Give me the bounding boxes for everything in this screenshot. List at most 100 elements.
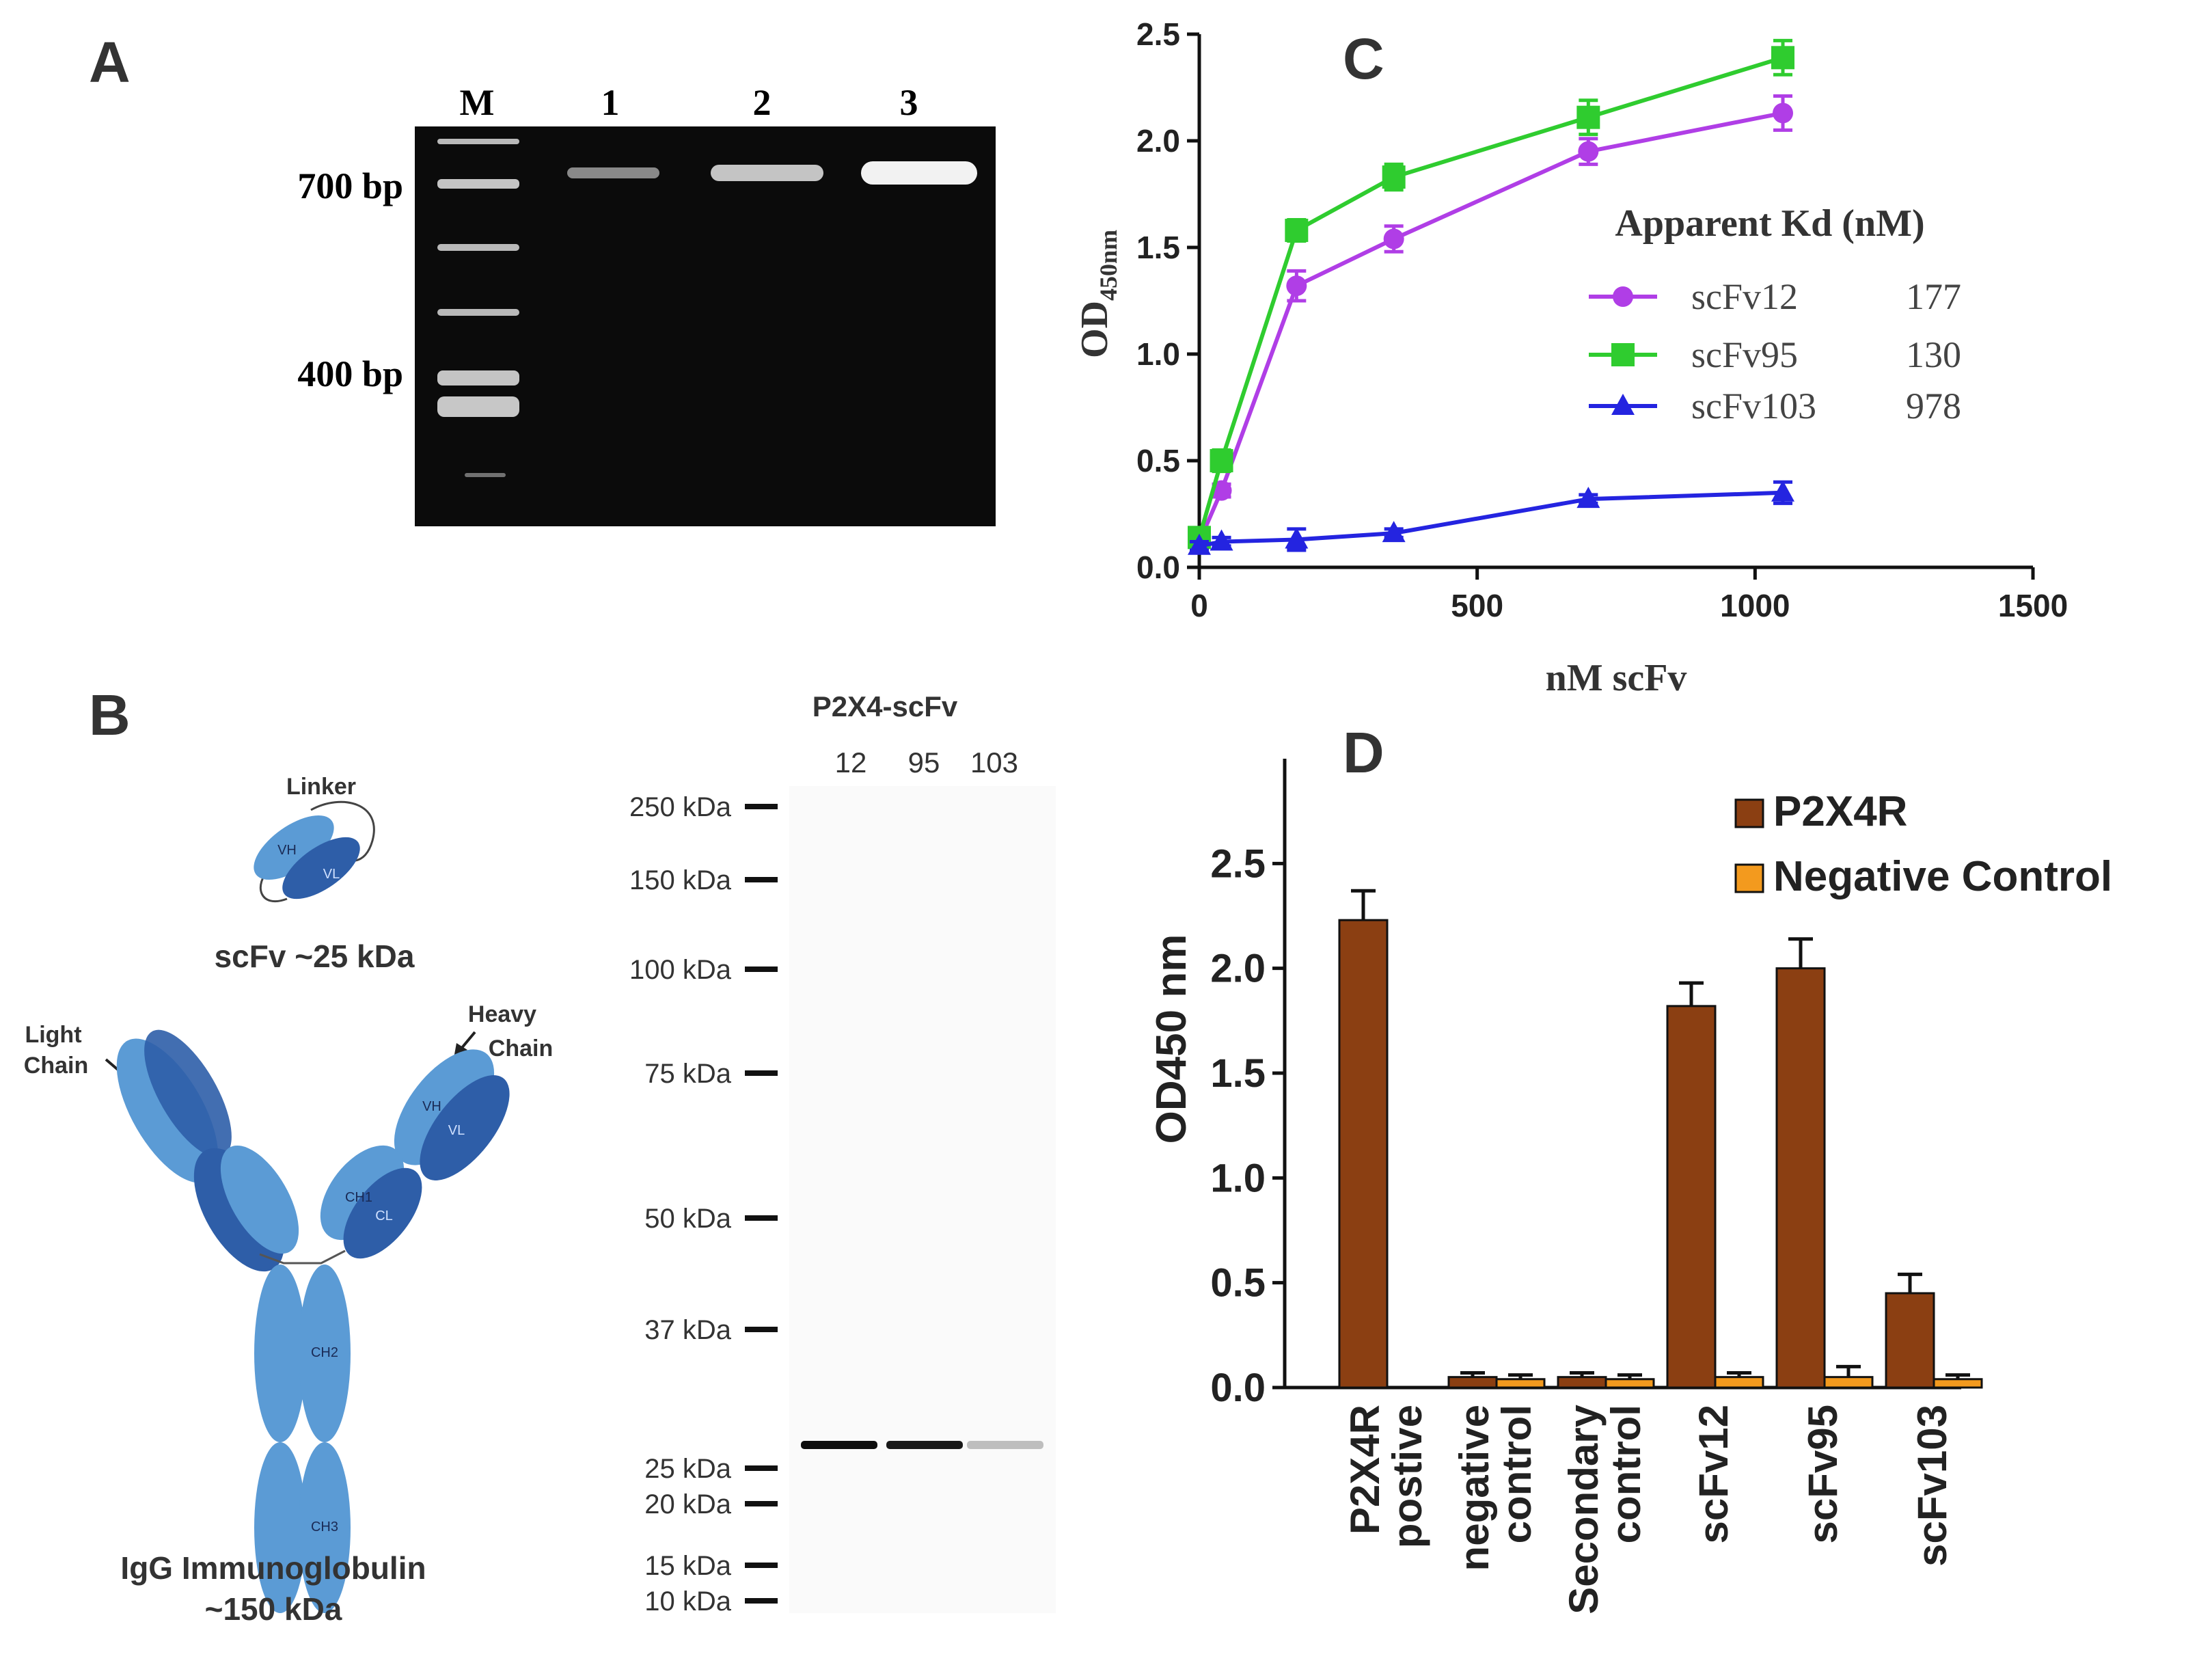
- cl-label: CL: [375, 1208, 393, 1223]
- gel-sample-band: [861, 161, 977, 185]
- ch2-label: CH2: [311, 1345, 338, 1360]
- blot-title: P2X4-scFv: [813, 690, 958, 722]
- scfv-vl-domain: [282, 837, 360, 900]
- c-legend-marker: [1611, 343, 1635, 366]
- c-data-point: [1210, 449, 1233, 472]
- light-chain-cl-domain: [220, 1145, 299, 1254]
- c-legend-kd: 978: [1906, 386, 1961, 427]
- c-data-point: [1771, 480, 1794, 502]
- c-data-point: [1383, 228, 1404, 249]
- blot-marker-tick: [745, 1501, 778, 1506]
- gel-lane-label-3: 3: [900, 82, 918, 123]
- c-data-point: [1210, 529, 1233, 551]
- d-x-category-label: control: [1603, 1405, 1649, 1543]
- agarose-gel: M 1 2 3 700 bp 400 bp: [297, 82, 996, 526]
- d-legend-swatch: [1734, 798, 1764, 828]
- hinge-region: [259, 1249, 346, 1265]
- blot-marker-label: 50 kDa: [644, 1204, 731, 1234]
- ch2-domain: [299, 1265, 351, 1442]
- c-x-tick-label: 500: [1451, 588, 1503, 623]
- c-y-tick-label: 2.0: [1136, 123, 1180, 159]
- ladder-band: [465, 473, 506, 477]
- d-legend-label: P2X4R: [1773, 788, 1907, 835]
- panel-letter-a: A: [89, 30, 131, 94]
- c-y-axis-label: OD450nm: [1074, 230, 1122, 358]
- d-y-tick-label: 0.0: [1210, 1366, 1266, 1410]
- c-x-tick-label: 1500: [1998, 588, 2068, 623]
- light-chain-label-2: Chain: [24, 1053, 88, 1079]
- gel-background: [415, 126, 996, 526]
- c-y-tick-label: 0.5: [1136, 443, 1180, 478]
- d-y-tick-label: 1.5: [1210, 1051, 1266, 1096]
- binding-curve-chart: 0.0 0.5 1.0 1.5 2.0 2.5 0 500 1000 1500 nM scFv O…: [1074, 16, 2068, 699]
- light-chain-cl-domain: [343, 1167, 422, 1259]
- blot-band: [886, 1441, 963, 1449]
- c-y-tick-label: 1.5: [1136, 230, 1180, 265]
- d-x-category-label: control: [1494, 1405, 1540, 1543]
- c-legend-kd: 177: [1906, 276, 1961, 317]
- c-y-axis-main: OD: [1074, 301, 1116, 358]
- c-y-axis-sub: 450nm: [1095, 230, 1122, 301]
- light-chain-vl-domain: [420, 1075, 510, 1180]
- gel-lane-label-1: 1: [601, 82, 620, 123]
- d-bar-Negative Control: [1605, 1378, 1655, 1389]
- antibody-schematic: Linker VH VL scFv ~25 kDa Light Chain He…: [24, 774, 553, 1627]
- linker-label: Linker: [286, 774, 356, 800]
- blot-lane-label-103: 103: [970, 746, 1018, 779]
- scfv-caption: scFv ~25 kDa: [215, 938, 415, 974]
- c-y-tick-label: 2.5: [1136, 16, 1180, 52]
- c-legend-marker: [1611, 394, 1635, 415]
- blot-marker-tick: [745, 1598, 778, 1604]
- d-bar-P2X4R: [1557, 1376, 1607, 1389]
- c-data-point: [1285, 527, 1309, 549]
- d-x-category-label: scFv95: [1800, 1405, 1846, 1544]
- c-data-point: [1382, 165, 1406, 189]
- c-legend-title: Apparent Kd (nM): [1615, 202, 1924, 245]
- blot-marker-tick: [745, 804, 778, 809]
- c-x-tick-label: 1000: [1720, 588, 1790, 623]
- d-y-axis-label: OD450 nm: [1148, 934, 1195, 1144]
- ladder-band: [437, 179, 519, 189]
- d-y-tick-label: 0.5: [1210, 1261, 1266, 1306]
- blot-marker-label: 20 kDa: [644, 1489, 731, 1519]
- c-x-tick-label: 0: [1190, 588, 1208, 623]
- ladder-band: [437, 244, 519, 251]
- c-legend-marker: [1613, 286, 1633, 307]
- blot-marker-label: 37 kDa: [644, 1315, 731, 1345]
- ch1-label: CH1: [345, 1190, 372, 1205]
- blot-lane-label-95: 95: [908, 746, 940, 779]
- blot-marker-tick: [745, 966, 778, 972]
- panel-letter-b: B: [89, 683, 131, 747]
- blot-marker-label: 150 kDa: [629, 865, 732, 895]
- d-bar-Negative Control: [1714, 1376, 1764, 1389]
- c-data-point: [1382, 521, 1406, 543]
- c-legend-series-name: scFv12: [1691, 276, 1798, 317]
- blot-membrane: [789, 786, 1056, 1613]
- scfv-vl-label: VL: [323, 867, 340, 882]
- d-bar-P2X4R: [1666, 1005, 1717, 1389]
- d-bar-Negative Control: [1495, 1378, 1546, 1389]
- d-x-category-label: P2X4R: [1342, 1405, 1388, 1534]
- blot-marker-tick: [745, 877, 778, 882]
- c-data-point: [1285, 219, 1309, 243]
- gel-lane-label-2: 2: [753, 82, 772, 123]
- c-legend-series-name: scFv95: [1691, 334, 1798, 375]
- d-legend-label: Negative Control: [1773, 853, 2112, 900]
- d-bar-Negative Control: [1823, 1376, 1874, 1389]
- d-bar-P2X4R: [1338, 919, 1389, 1389]
- ladder-band: [437, 396, 519, 417]
- panel-letter-c: C: [1343, 27, 1384, 91]
- ch3-label: CH3: [311, 1519, 338, 1534]
- blot-lane-label-12: 12: [835, 746, 867, 779]
- blot-marker-label: 75 kDa: [644, 1059, 731, 1089]
- blot-marker-label: 100 kDa: [629, 955, 732, 985]
- blot-marker-label: 250 kDa: [629, 792, 732, 822]
- ch3-domain: [254, 1442, 306, 1613]
- vh-label: VH: [422, 1099, 441, 1114]
- heavy-chain-vh-domain: [394, 1049, 495, 1165]
- c-data-point: [1578, 141, 1599, 162]
- d-x-category-label: postive: [1384, 1405, 1430, 1548]
- d-bar-P2X4R: [1775, 967, 1826, 1389]
- ch3-domain: [299, 1442, 351, 1613]
